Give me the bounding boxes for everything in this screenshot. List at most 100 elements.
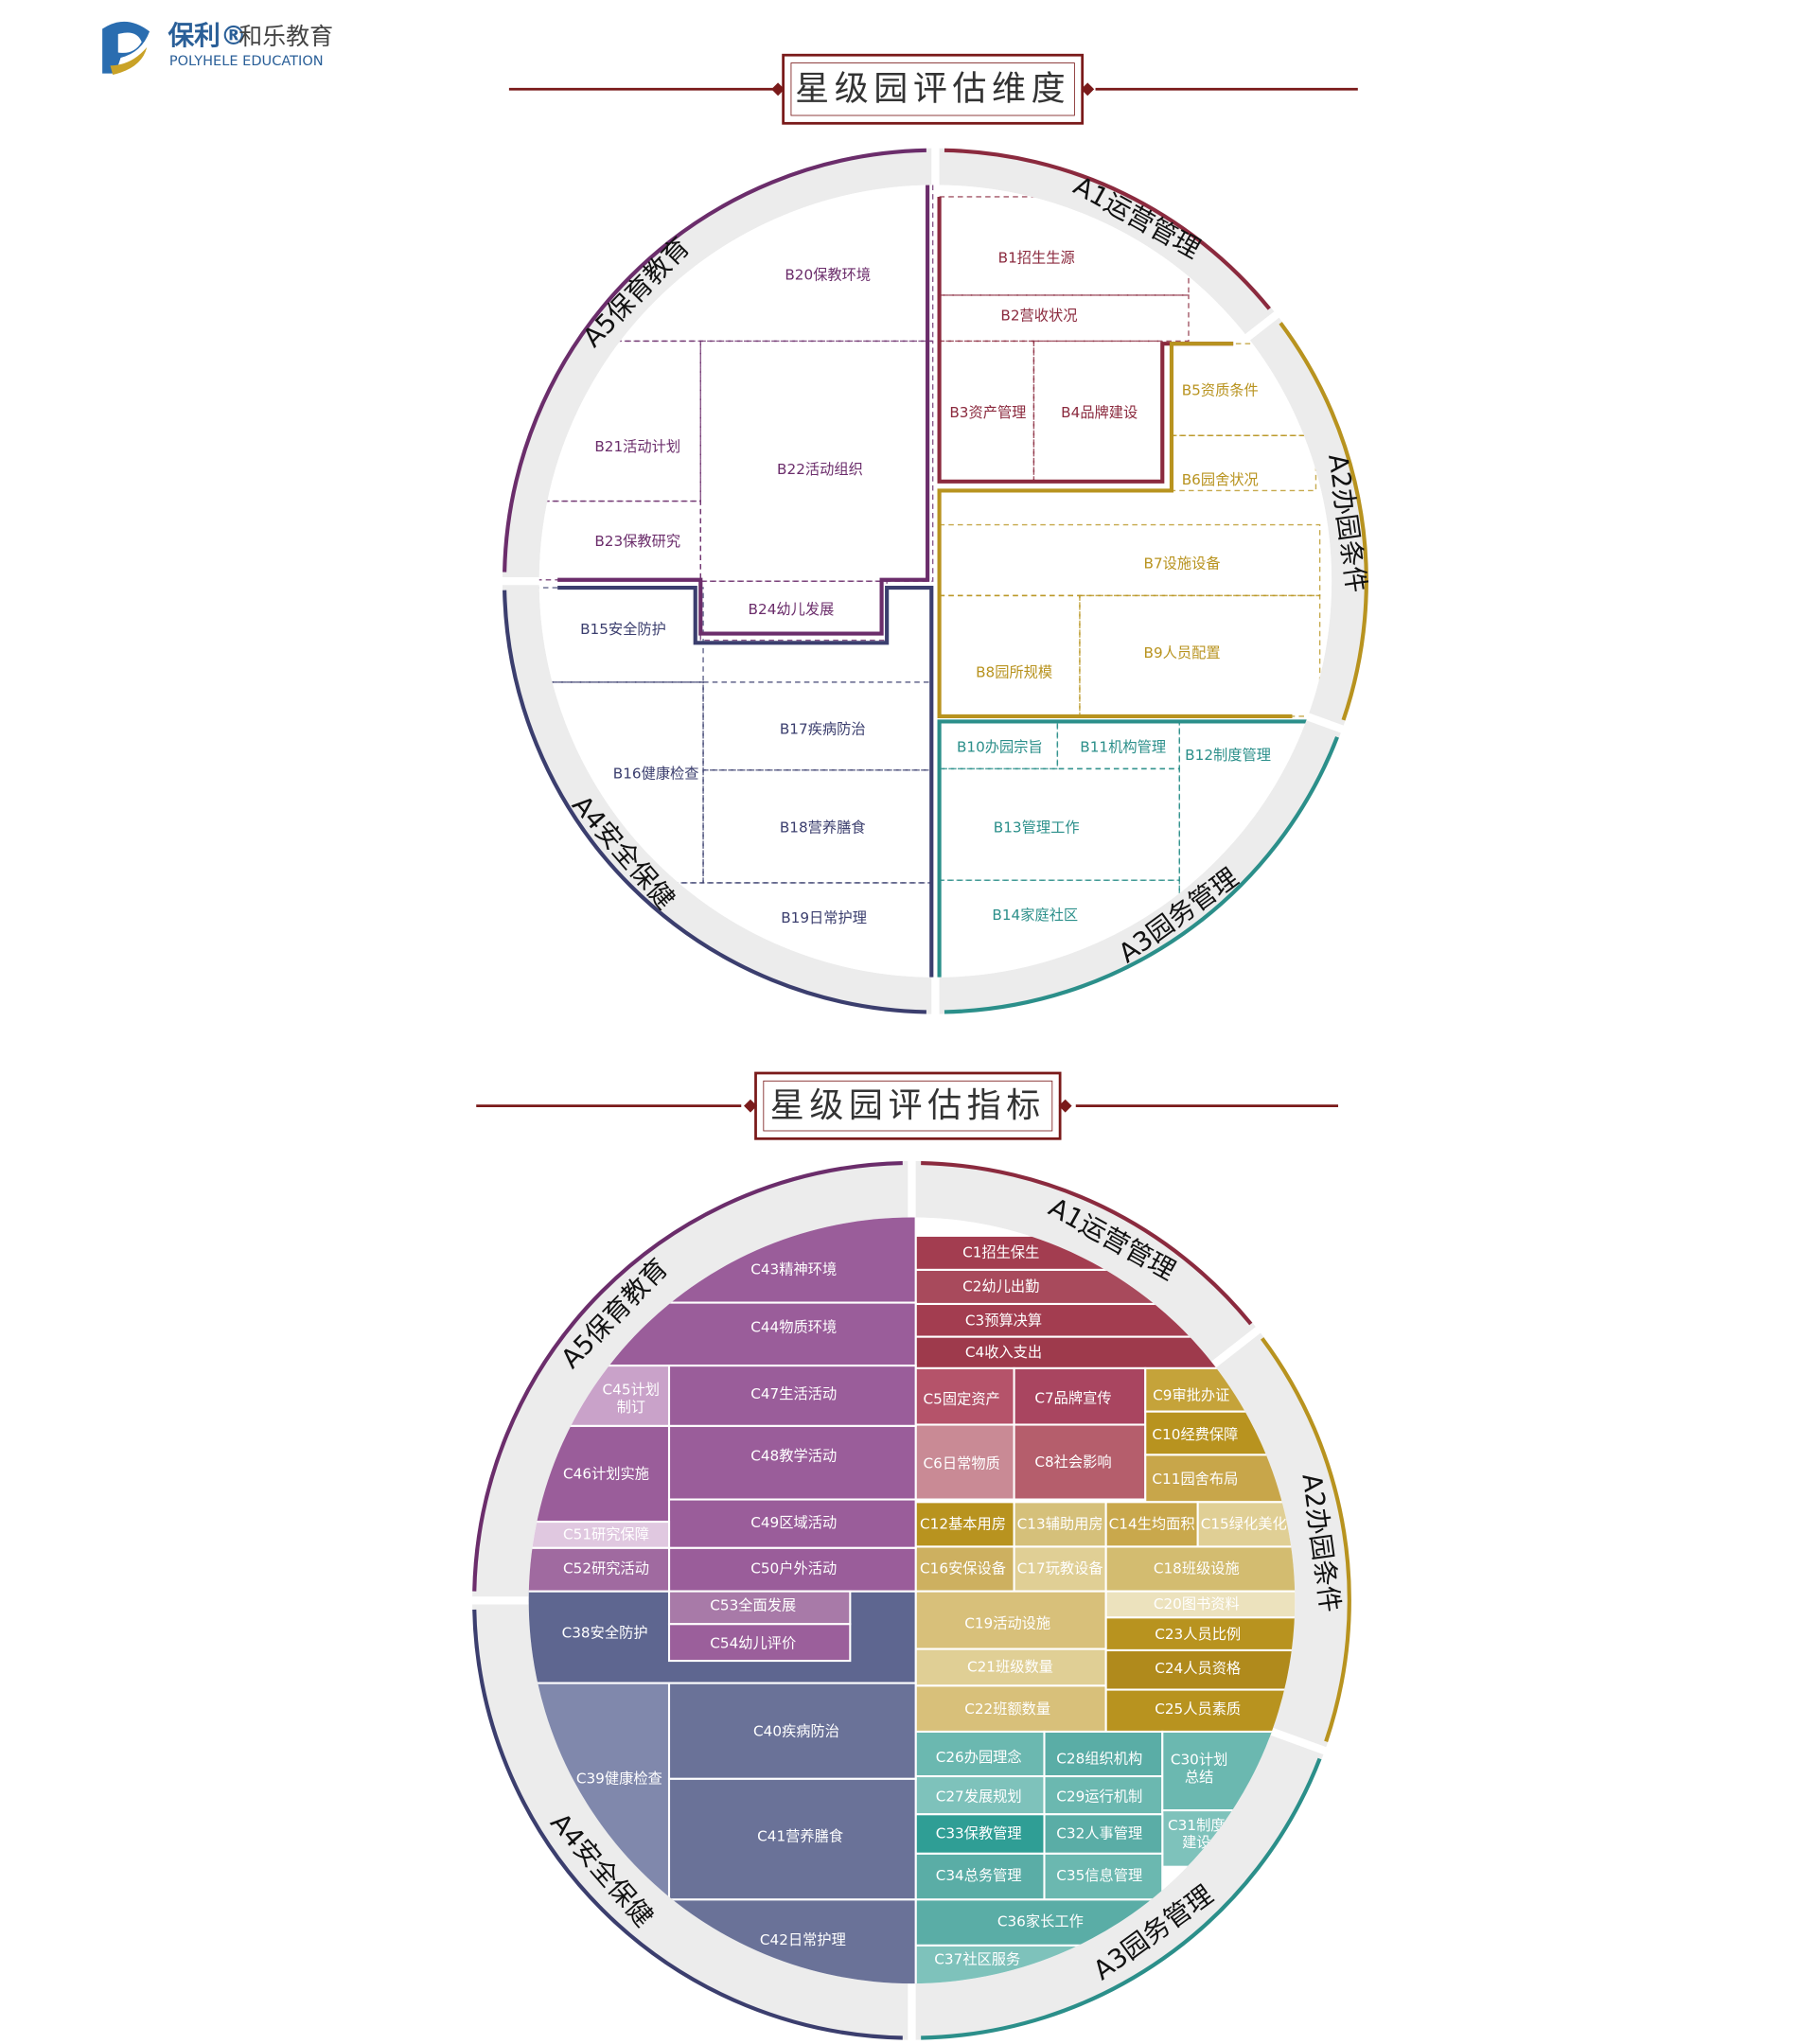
canvas: 保利® 和乐教育 POLYHELE EDUCATION 星级园评估维度 B1招生生… <box>102 20 1372 2044</box>
indicator-label: C32人事管理 <box>1056 1825 1142 1842</box>
indicator-label: C6日常物质 <box>924 1455 1000 1472</box>
title-diamond <box>744 1099 757 1113</box>
indicator-label: C13辅助用房 <box>1017 1515 1103 1532</box>
dimension-arc <box>472 1160 903 1592</box>
criterion-label: B12制度管理 <box>1185 747 1271 764</box>
dimension-arc <box>1261 1337 1351 1742</box>
criterion-label: B10办园宗旨 <box>957 739 1043 756</box>
indicator-label: C14生均面积 <box>1109 1515 1195 1532</box>
indicator-label: C29运行机制 <box>1056 1788 1142 1806</box>
indicator-cell <box>914 1423 1015 1501</box>
criterion-label: B19日常护理 <box>781 909 867 926</box>
indicator-label: C3预算决算 <box>965 1313 1042 1330</box>
indicator-label: C48教学活动 <box>750 1447 837 1464</box>
dimension-outline <box>557 185 930 636</box>
indicator-label: C25人员素质 <box>1155 1700 1241 1718</box>
indicator-cell <box>1043 1730 1164 1778</box>
indicator-cell <box>1196 1501 1296 1548</box>
indicator-cell <box>667 1623 852 1663</box>
indicator-cell <box>1104 1616 1296 1652</box>
indicator-label: C16安保设备 <box>920 1560 1006 1577</box>
dimension-arc <box>1279 322 1368 721</box>
indicator-label: C40疾病防治 <box>753 1722 839 1739</box>
indicator-label: C28组织机构 <box>1056 1751 1142 1768</box>
criterion-label: B21活动计划 <box>594 438 680 455</box>
indicator-cell <box>1104 1501 1199 1548</box>
indicator-label: C5固定资产 <box>924 1391 1000 1408</box>
title-box-inner <box>763 1080 1053 1132</box>
indicator-label: C4收入支出 <box>965 1344 1042 1361</box>
criterion-label: B16健康检查 <box>613 765 699 782</box>
ring-gap <box>1243 307 1286 343</box>
criterion-label: B9人员配置 <box>1144 644 1221 661</box>
logo-name: 和乐教育 <box>238 23 333 50</box>
indicator-label: C49区域活动 <box>750 1514 837 1531</box>
indicator-cell <box>667 1424 917 1501</box>
indicator-cell <box>528 1301 917 1367</box>
indicator-label: C44物质环境 <box>750 1318 837 1335</box>
dimension-arc <box>944 148 1271 310</box>
indicator-label: C8社会影响 <box>1034 1454 1111 1471</box>
indicator-label: C17玩教设备 <box>1017 1560 1103 1577</box>
indicator-label: C12基本用房 <box>920 1515 1006 1532</box>
indicator-label: C31制度建设 <box>1168 1816 1226 1850</box>
criterion-label: B18营养膳食 <box>780 819 866 836</box>
indicator-cell <box>528 1521 671 1549</box>
title-diamond <box>1081 82 1095 97</box>
criterion-label: B14家庭社区 <box>992 907 1078 924</box>
criterion-label: B22活动组织 <box>777 461 863 478</box>
indicator-label: C35信息管理 <box>1056 1867 1142 1884</box>
criterion-cell <box>699 340 934 582</box>
dimension-arc <box>921 1757 1322 2040</box>
indicator-label: C10经费保障 <box>1152 1426 1238 1443</box>
criterion-label: B2营收状况 <box>1000 308 1077 325</box>
criterion-label: B24幼儿发展 <box>749 601 835 618</box>
indicator-label: C20图书资料 <box>1154 1595 1240 1612</box>
ring-gap <box>1303 712 1351 736</box>
logo-icon <box>110 46 148 76</box>
criterion-label: B11机构管理 <box>1080 739 1166 756</box>
indicator-label: C53全面发展 <box>710 1596 796 1613</box>
indicator-label: C47生活活动 <box>750 1385 837 1402</box>
criterion-label: B8园所规模 <box>976 664 1052 681</box>
criterion-label: B4品牌建设 <box>1061 404 1138 421</box>
indicator-cell <box>1104 1688 1296 1739</box>
section: 星级园评估指标 C1招生保生 C2幼儿出勤 C3预算决算 C4收入支出 C5固定资产 C6日… <box>464 1071 1351 2044</box>
title-box-inner <box>790 62 1075 116</box>
criterion-cell <box>702 681 932 771</box>
ring-gap <box>1267 1726 1334 1757</box>
indicator-label: C36家长工作 <box>997 1912 1084 1929</box>
indicator-label: C11园舍布局 <box>1152 1471 1238 1488</box>
criterion-label: B1招生生源 <box>998 250 1075 267</box>
indicator-label: C42日常护理 <box>760 1931 846 1948</box>
indicator-label: C30计划总结 <box>1171 1751 1228 1785</box>
criterion-label: B15安全防护 <box>580 621 666 638</box>
indicator-cell <box>667 1546 917 1593</box>
indicator-label: C52研究活动 <box>563 1560 649 1577</box>
indicator-label: C21班级数量 <box>967 1658 1053 1675</box>
indicator-label: C1招生保生 <box>962 1243 1039 1260</box>
criterion-label: B20保教环境 <box>785 267 871 284</box>
ring-gap <box>1208 1321 1267 1370</box>
indicator-label: C9审批办证 <box>1153 1387 1229 1404</box>
cells: B1招生生源 B2营收状况 B3资产管理 B4品牌建设 B5资质条件 B6园舍状况 B7设施… <box>538 185 1332 978</box>
section-title: 星级园评估维度 <box>795 70 1070 109</box>
indicator-label: C26办园理念 <box>936 1749 1022 1766</box>
indicator-label: C38安全防护 <box>562 1624 648 1641</box>
indicator-label: C39健康检查 <box>576 1770 662 1787</box>
criterion-label: B6园舍状况 <box>1182 471 1259 488</box>
indicator-label: C33保教管理 <box>936 1825 1022 1842</box>
indicator-cell <box>914 1545 1015 1593</box>
indicator-label: C50户外活动 <box>750 1560 837 1577</box>
criterion-label: B17疾病防治 <box>780 720 866 737</box>
indicator-cell <box>667 1777 917 1901</box>
indicator-cell <box>667 1590 852 1626</box>
criterion-label: B5资质条件 <box>1182 382 1259 399</box>
logo-brand: 保利® <box>167 20 246 51</box>
indicator-cell <box>1043 1852 1164 1901</box>
title-box <box>782 53 1085 125</box>
criterion-label: B23保教研究 <box>594 533 680 550</box>
indicator-cell <box>914 1590 1107 1650</box>
indicator-cell <box>914 1813 1046 1855</box>
